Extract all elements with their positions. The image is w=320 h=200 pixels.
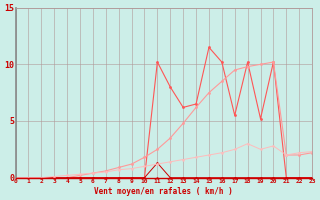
X-axis label: Vent moyen/en rafales ( km/h ): Vent moyen/en rafales ( km/h ) bbox=[94, 187, 233, 196]
